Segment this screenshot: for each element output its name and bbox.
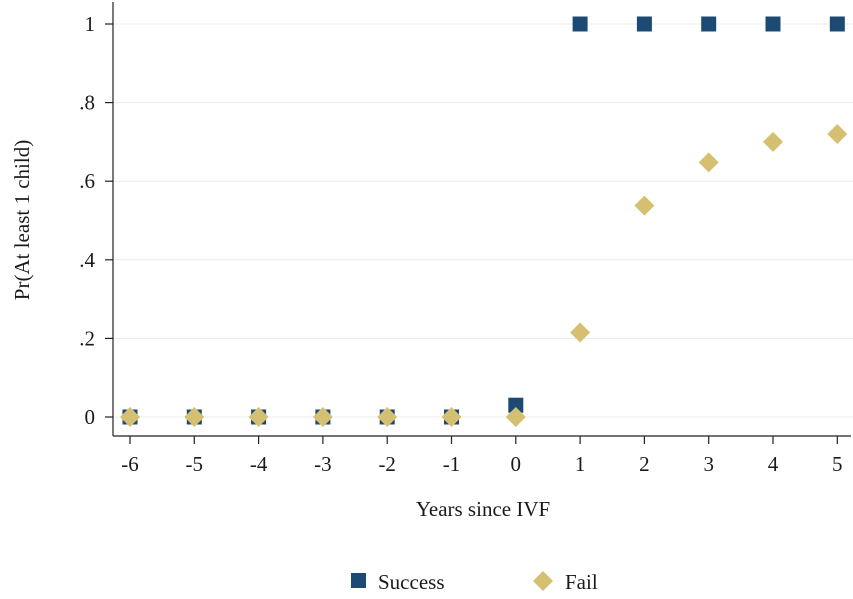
data-points bbox=[120, 16, 848, 427]
legend-diamond-marker-icon bbox=[533, 571, 553, 591]
legend-square-marker-icon bbox=[351, 573, 366, 588]
fail-point bbox=[377, 407, 398, 427]
legend-label-success: Success bbox=[378, 570, 445, 594]
fail-point bbox=[634, 195, 655, 216]
x-tick-label: 4 bbox=[768, 452, 779, 476]
y-tick-label: 0 bbox=[85, 405, 96, 429]
fail-point bbox=[312, 407, 333, 427]
success-point bbox=[572, 16, 588, 32]
fail-point bbox=[570, 322, 591, 343]
x-tick-label: 1 bbox=[575, 452, 586, 476]
x-tick-label: 3 bbox=[703, 452, 714, 476]
fail-point bbox=[248, 407, 269, 427]
y-axis-ticks: 0 .2 .4 .6 .8 1 bbox=[79, 12, 113, 429]
y-tick-label: .6 bbox=[79, 169, 95, 193]
x-axis-title: Years since IVF bbox=[416, 497, 550, 521]
x-tick-label: 5 bbox=[832, 452, 843, 476]
fail-point bbox=[763, 131, 783, 152]
fail-point bbox=[698, 152, 719, 173]
x-tick-label: -3 bbox=[314, 452, 332, 476]
y-axis-title: Pr(At least 1 child) bbox=[10, 140, 34, 300]
y-tick-label: .8 bbox=[79, 91, 95, 115]
x-tick-label: -1 bbox=[443, 452, 461, 476]
fail-point bbox=[120, 407, 140, 427]
x-tick-label: -6 bbox=[121, 452, 139, 476]
y-tick-label: .4 bbox=[79, 248, 95, 272]
x-tick-label: -5 bbox=[186, 452, 204, 476]
success-point bbox=[508, 397, 524, 413]
x-tick-label: 0 bbox=[511, 452, 522, 476]
fail-point bbox=[184, 407, 205, 427]
success-point bbox=[636, 16, 652, 32]
fail-point bbox=[441, 407, 462, 427]
legend-item-fail: Fail bbox=[533, 570, 598, 594]
fail-point bbox=[505, 407, 526, 427]
x-tick-label: -4 bbox=[250, 452, 268, 476]
grid-lines bbox=[113, 23, 853, 418]
x-tick-label: 2 bbox=[639, 452, 650, 476]
axes bbox=[112, 2, 851, 437]
legend-item-success: Success bbox=[351, 570, 445, 594]
success-point bbox=[701, 16, 717, 32]
legend-label-fail: Fail bbox=[565, 570, 598, 594]
success-point bbox=[765, 16, 781, 32]
fail-point bbox=[827, 124, 848, 145]
y-tick-label: 1 bbox=[85, 12, 96, 36]
legend: Success Fail bbox=[351, 570, 598, 594]
y-tick-label: .2 bbox=[79, 326, 95, 350]
x-axis-ticks: -6 -5 -4 -3 -2 -1 0 1 2 3 4 5 bbox=[121, 436, 843, 476]
x-tick-label: -2 bbox=[378, 452, 396, 476]
success-point bbox=[829, 16, 845, 32]
